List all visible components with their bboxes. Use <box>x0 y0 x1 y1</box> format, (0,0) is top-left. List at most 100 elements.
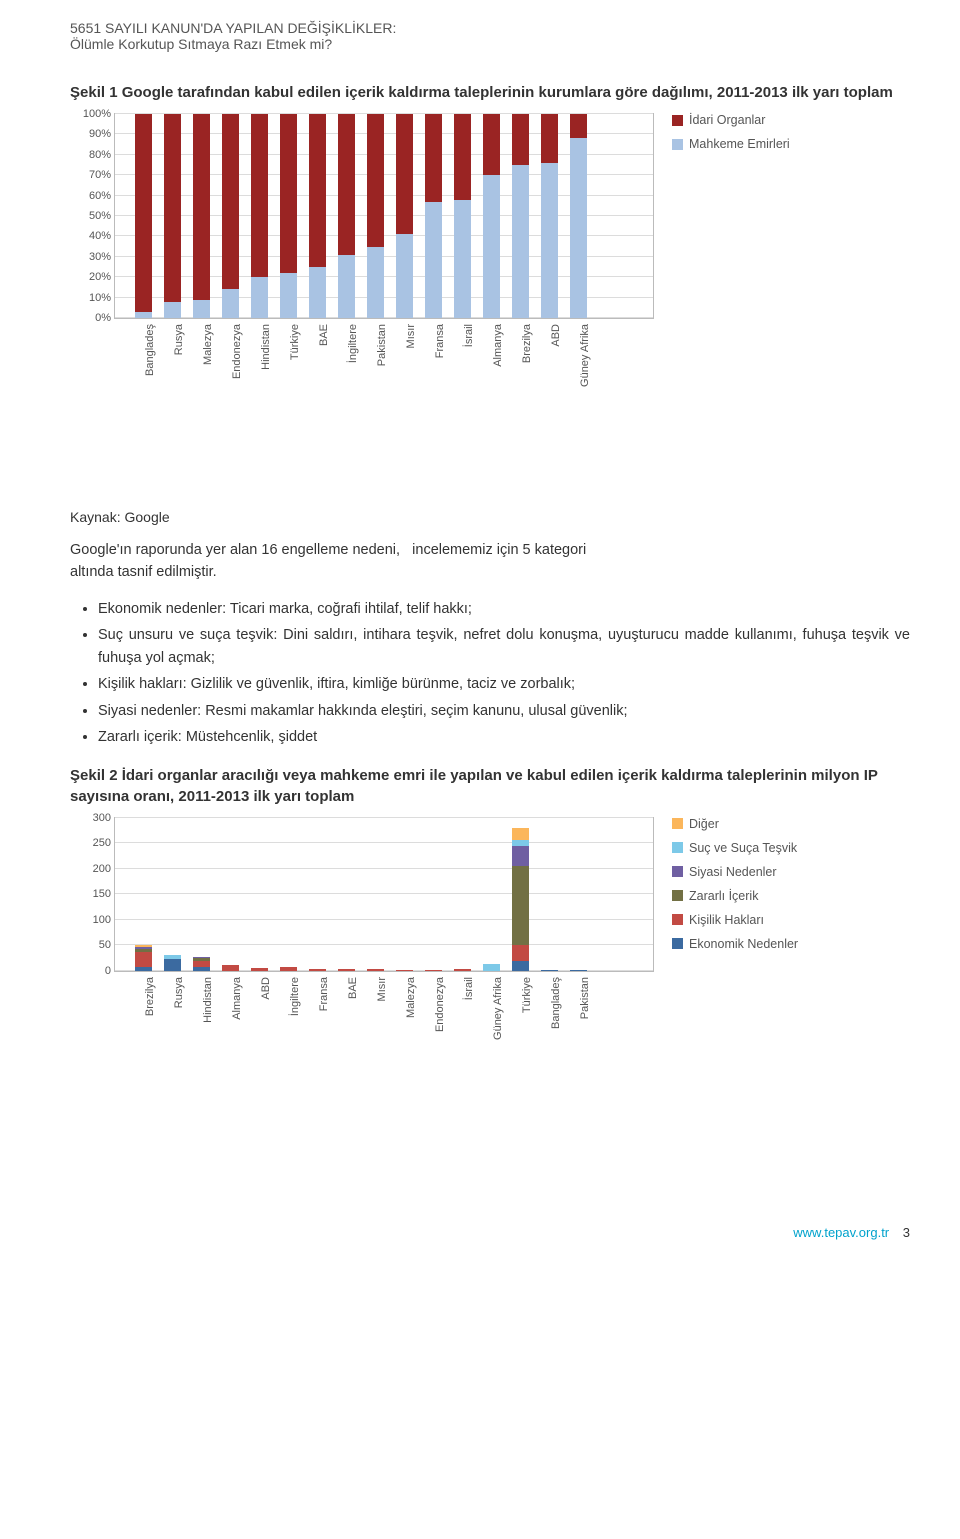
source-label: Kaynak: Google <box>70 509 910 525</box>
x-tick-label: Endonezya <box>434 977 446 1032</box>
y-tick-label: 10% <box>71 292 111 304</box>
x-tick-label: İngiltere <box>347 324 359 363</box>
bar <box>367 818 384 971</box>
y-tick-label: 200 <box>71 863 111 875</box>
y-tick-label: 300 <box>71 812 111 824</box>
x-tick-label: ABD <box>260 977 272 1000</box>
para-1: Google'ın raporunda yer alan 16 engellem… <box>70 539 910 584</box>
legend-swatch <box>672 890 683 901</box>
bar <box>135 818 152 971</box>
bar <box>251 114 268 318</box>
legend-item: Suç ve Suça Teşvik <box>672 841 798 855</box>
header-line-1: 5651 SAYILI KANUN'DA YAPILAN DEĞİŞİKLİKL… <box>70 20 910 36</box>
legend-label: Suç ve Suça Teşvik <box>689 841 797 855</box>
bar <box>367 114 384 318</box>
x-tick-label: Mısır <box>405 324 417 348</box>
y-tick-label: 100% <box>71 108 111 120</box>
y-tick-label: 0% <box>71 312 111 324</box>
para1-a: Google'ın raporunda yer alan 16 engellem… <box>70 542 400 558</box>
x-tick-label: Fransa <box>318 977 330 1011</box>
y-tick-label: 90% <box>71 128 111 140</box>
x-tick-label: Güney Afrika <box>492 977 504 1040</box>
figure1-chart: 0%10%20%30%40%50%60%70%80%90%100%Banglad… <box>70 113 910 414</box>
x-tick-label: Pakistan <box>579 977 591 1019</box>
y-tick-label: 80% <box>71 149 111 161</box>
bar <box>570 818 587 971</box>
x-tick-label: Bangladeş <box>550 977 562 1029</box>
figure1-legend: İdari OrganlarMahkeme Emirleri <box>672 113 790 161</box>
y-tick-label: 100 <box>71 914 111 926</box>
bar <box>483 114 500 318</box>
x-tick-label: Almanya <box>231 977 243 1020</box>
legend-swatch <box>672 139 683 150</box>
figure1-plot-area: 0%10%20%30%40%50%60%70%80%90%100%Banglad… <box>70 113 654 414</box>
legend-swatch <box>672 914 683 925</box>
bar <box>280 818 297 971</box>
legend-item: Siyasi Nedenler <box>672 865 798 879</box>
figure1-title: Şekil 1 Google tarafından kabul edilen i… <box>70 82 910 103</box>
bar <box>135 114 152 318</box>
bar <box>309 114 326 318</box>
x-tick-label: İngiltere <box>289 977 301 1016</box>
x-tick-label: Pakistan <box>376 324 388 366</box>
x-tick-label: Bangladeş <box>144 324 156 376</box>
x-tick-label: Malezya <box>405 977 417 1018</box>
bar <box>193 114 210 318</box>
figure2-legend: Diğer Suç ve Suça Teşvik Siyasi Nedenler Za… <box>672 817 798 961</box>
footer-page-number: 3 <box>903 1225 910 1240</box>
x-tick-label: Brezilya <box>521 324 533 363</box>
x-tick-label: İsrail <box>463 977 475 1000</box>
x-tick-label: Malezya <box>202 324 214 365</box>
bullet-item: Zararlı içerik: Müstehcenlik, şiddet <box>98 726 910 748</box>
bullet-item: Ekonomik nedenler: Ticari marka, coğrafi… <box>98 598 910 620</box>
legend-item: Ekonomik Nedenler <box>672 937 798 951</box>
legend-label: Mahkeme Emirleri <box>689 137 790 151</box>
x-tick-label: ABD <box>550 324 562 347</box>
x-tick-label: Mısır <box>376 977 388 1001</box>
bar <box>483 818 500 971</box>
para1-c: altında tasnif edilmiştir. <box>70 564 217 580</box>
y-tick-label: 40% <box>71 230 111 242</box>
legend-swatch <box>672 115 683 126</box>
legend-label: Zararlı İçerik <box>689 889 758 903</box>
doc-header: 5651 SAYILI KANUN'DA YAPILAN DEĞİŞİKLİKL… <box>70 20 910 52</box>
bar <box>425 818 442 971</box>
bar <box>396 818 413 971</box>
y-tick-label: 60% <box>71 190 111 202</box>
y-tick-label: 150 <box>71 888 111 900</box>
legend-swatch <box>672 842 683 853</box>
bar <box>280 114 297 318</box>
bar <box>570 114 587 318</box>
y-tick-label: 250 <box>71 837 111 849</box>
bar <box>222 114 239 318</box>
bar <box>164 114 181 318</box>
bar <box>193 818 210 971</box>
legend-label: Kişilik Hakları <box>689 913 764 927</box>
bar <box>541 818 558 971</box>
bar <box>454 818 471 971</box>
legend-swatch <box>672 938 683 949</box>
page-footer: www.tepav.org.tr 3 <box>70 1225 910 1240</box>
bar <box>338 818 355 971</box>
x-tick-label: Almanya <box>492 324 504 367</box>
bar <box>454 114 471 318</box>
bar <box>425 114 442 318</box>
footer-site: www.tepav.org.tr <box>793 1225 889 1240</box>
x-tick-label: Türkiye <box>289 324 301 360</box>
legend-item: Mahkeme Emirleri <box>672 137 790 151</box>
x-tick-label: Hindistan <box>260 324 272 370</box>
x-tick-label: Endonezya <box>231 324 243 379</box>
y-tick-label: 50 <box>71 939 111 951</box>
bullet-list: Ekonomik nedenler: Ticari marka, coğrafi… <box>98 598 910 749</box>
y-tick-label: 30% <box>71 251 111 263</box>
x-tick-label: Türkiye <box>521 977 533 1013</box>
x-tick-label: İsrail <box>463 324 475 347</box>
header-line-2: Ölümle Korkutup Sıtmaya Razı Etmek mi? <box>70 36 910 52</box>
y-tick-label: 20% <box>71 271 111 283</box>
legend-item: Kişilik Hakları <box>672 913 798 927</box>
legend-item: Diğer <box>672 817 798 831</box>
x-tick-label: Rusya <box>173 977 185 1008</box>
bar <box>541 114 558 318</box>
x-tick-label: Fransa <box>434 324 446 358</box>
bar <box>309 818 326 971</box>
